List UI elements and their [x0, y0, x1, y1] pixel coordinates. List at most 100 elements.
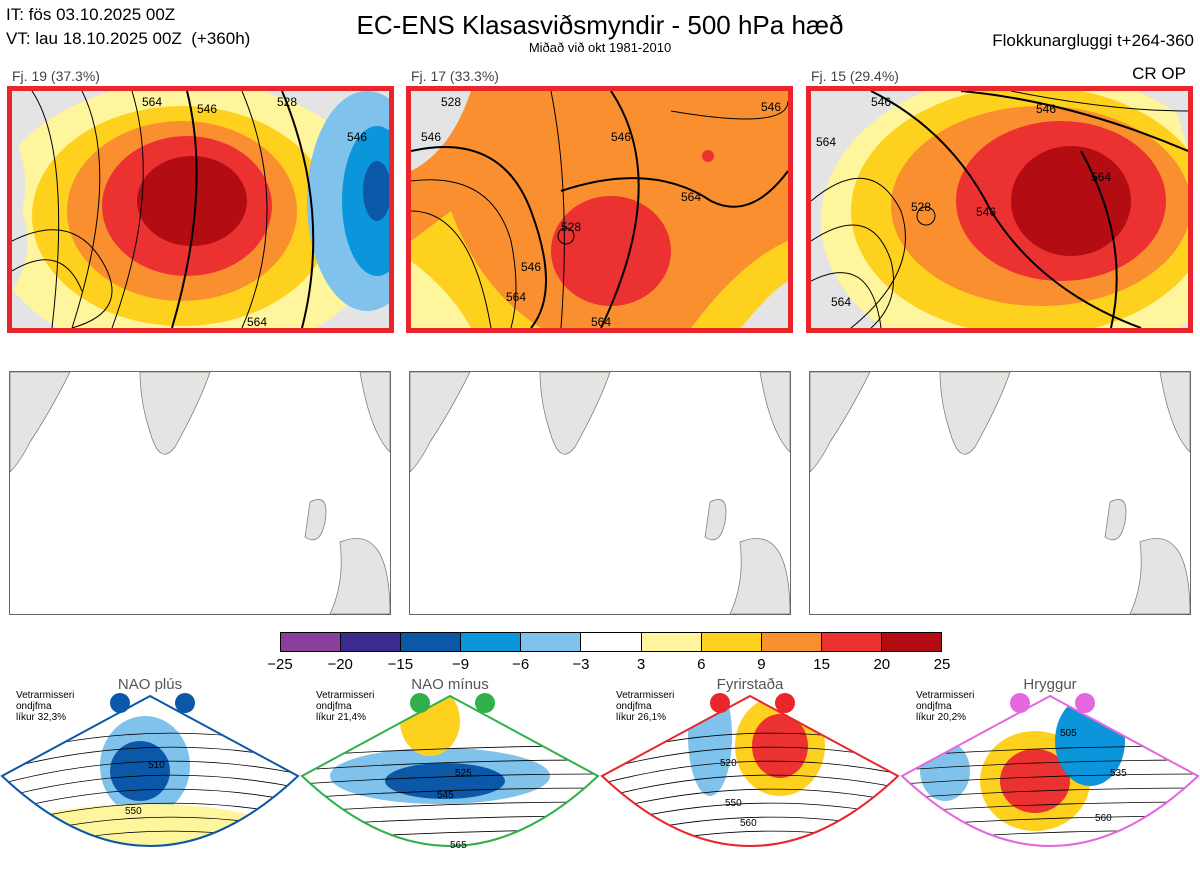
regime-period: ondjfma	[616, 701, 652, 712]
regime-contour-label: 550	[125, 806, 142, 817]
colorbar-swatch	[701, 633, 762, 651]
regime-marker	[1010, 693, 1030, 713]
height-contours	[811, 91, 1188, 328]
regime-contour-label: 560	[740, 818, 757, 829]
chart-title: EC-ENS Klasasviðsmyndir - 500 hPa hæð	[356, 10, 844, 40]
contour-label: 564	[816, 135, 836, 149]
colorbar	[280, 632, 942, 652]
height-contour	[902, 759, 1198, 771]
regime-contour-label: 505	[1060, 728, 1077, 739]
contour-label: 564	[1091, 170, 1111, 184]
colorbar-swatch	[581, 633, 642, 651]
cluster-2-label: Fj. 17 (33.3%)	[411, 68, 499, 84]
contour-label: 564	[681, 190, 701, 204]
regime-period: ondjfma	[316, 701, 352, 712]
height-contour	[2, 774, 298, 799]
regime-name: Hryggur	[1023, 676, 1077, 693]
regime-contour-label: 510	[148, 760, 165, 771]
contour-label: 546	[1036, 102, 1056, 116]
valid-time: VT: lau 18.10.2025 00Z (+360h)	[6, 29, 251, 48]
colorbar-swatch	[401, 633, 462, 651]
anomaly-area	[110, 741, 170, 801]
empty-map-1	[9, 371, 391, 615]
regime-marker	[410, 693, 430, 713]
contour-label: 564	[591, 315, 611, 328]
colorbar-tick-label: −6	[512, 656, 530, 673]
height-contours	[12, 91, 315, 328]
regime-1: 510 550 Vetrarmisseri ondjfma líkur 32,3% NAO…	[0, 676, 300, 871]
regime-contour-label: 520	[720, 758, 737, 769]
colorbar-tick-label: 6	[697, 656, 706, 673]
regime-diagram: 505 535 560	[900, 693, 1200, 847]
contour-label: 564	[506, 290, 526, 304]
colorbar-tick-label: −20	[327, 656, 353, 673]
colorbar-tick-label: 15	[813, 656, 830, 673]
cluster-2-map: 546 528 546 564 528 546 564 546 564	[406, 86, 793, 333]
contour-label: 546	[611, 130, 631, 144]
height-contour	[602, 760, 898, 785]
height-contour	[302, 829, 598, 841]
contour-label: 546	[976, 205, 996, 219]
contour-label: 546	[521, 260, 541, 274]
initial-time: IT: fös 03.10.2025 00Z	[6, 5, 176, 24]
empty-map-3	[809, 371, 1191, 615]
regime-marker	[775, 693, 795, 713]
anomaly-field	[811, 91, 1188, 328]
colorbar-tick-label: 25	[933, 656, 951, 673]
regime-marker	[475, 693, 495, 713]
regime-contour-label: 550	[725, 798, 742, 809]
colorbar-tick-label: −15	[387, 656, 414, 673]
height-contour	[302, 787, 598, 799]
contour-label: 528	[277, 95, 297, 109]
cluster-1-map: 546 528 564 546 564	[7, 86, 394, 333]
colorbar-tick-label: 20	[873, 656, 891, 673]
regime-contour-label: 545	[437, 790, 454, 801]
regime-name: NAO mínus	[411, 676, 489, 693]
regime-stats: Vetrarmisseri ondjfma líkur 26,1%	[616, 690, 674, 723]
regime-name: NAO plús	[117, 676, 183, 693]
cr-op-label: CR OP	[1132, 64, 1186, 83]
regime-outline	[300, 694, 600, 847]
regime-marker	[1075, 693, 1095, 713]
regime-contour-label: 565	[450, 840, 467, 851]
contour-label: 546	[871, 95, 891, 109]
contour-label: 546	[197, 102, 217, 116]
contour-label: 546	[347, 130, 367, 144]
contour-label: 528	[911, 200, 931, 214]
regime-likelihood: líkur 21,4%	[316, 712, 367, 723]
regime-period: ondjfma	[16, 701, 52, 712]
height-contour	[302, 773, 598, 785]
regime-diagram: 510 550	[0, 693, 300, 847]
colorbar-swatch	[341, 633, 402, 651]
regime-likelihood: líkur 26,1%	[616, 712, 667, 723]
regime-period: ondjfma	[916, 701, 952, 712]
regime-marker	[175, 693, 195, 713]
contour-label: 564	[247, 315, 267, 328]
regime-name: Fyrirstaða	[716, 676, 784, 693]
height-contour	[902, 787, 1198, 799]
colorbar-swatch	[461, 633, 522, 651]
contour-label: 546	[761, 100, 781, 114]
colorbar-swatch	[821, 633, 882, 651]
regime-season: Vetrarmisseri	[616, 690, 675, 701]
regime-contour-label: 560	[1095, 813, 1112, 824]
height-contour	[2, 760, 298, 785]
regime-contour-label: 535	[1110, 768, 1127, 779]
anomaly-area	[920, 741, 970, 801]
colorbar-swatch	[641, 633, 702, 651]
regime-stats: Vetrarmisseri ondjfma líkur 32,3%	[16, 690, 74, 723]
height-contours	[411, 91, 788, 328]
colorbar-tick-label: −25	[267, 656, 293, 673]
anomaly-area	[1000, 749, 1070, 813]
anomaly-area	[752, 714, 808, 778]
colorbar-tick-label: 3	[636, 656, 646, 673]
regime-season: Vetrarmisseri	[16, 690, 75, 701]
regime-likelihood: líkur 20,2%	[916, 712, 967, 723]
colorbar-swatch	[521, 633, 582, 651]
colorbar-tick-label: −3	[572, 656, 590, 673]
regime-stats: Vetrarmisseri ondjfma líkur 20,2%	[916, 690, 974, 723]
regime-4: 505 535 560 Vetrarmisseri ondjfma líkur 20,2%…	[900, 676, 1200, 871]
anomaly-field	[12, 91, 389, 328]
regime-3: 520 550 560 Vetrarmisseri ondjfma líkur 26,1%…	[600, 676, 900, 871]
colorbar-tick-label: 9	[757, 656, 766, 673]
